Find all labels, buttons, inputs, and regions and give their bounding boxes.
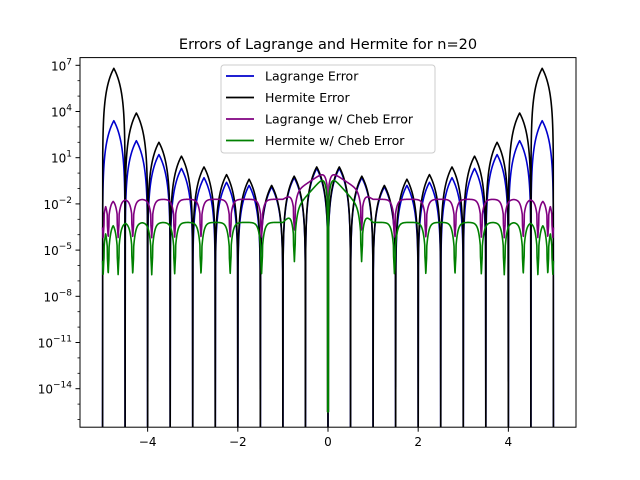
x-tick-label: −4 xyxy=(139,435,157,449)
y-tick-label: 10−14 xyxy=(38,381,73,397)
y-tick-label: 104 xyxy=(51,104,72,120)
chart-title: Errors of Lagrange and Hermite for n=20 xyxy=(179,37,477,53)
x-tick-label: 2 xyxy=(414,435,422,449)
legend-label: Hermite Error xyxy=(265,90,351,105)
y-tick-label: 101 xyxy=(51,150,72,166)
legend-box xyxy=(220,64,436,154)
x-tick-label: 0 xyxy=(324,435,332,449)
legend-label: Lagrange w/ Cheb Error xyxy=(265,112,414,127)
x-tick-label: 4 xyxy=(505,435,513,449)
y-tick-label: 10−5 xyxy=(43,242,72,258)
series-layer xyxy=(101,67,555,428)
y-axis: 107 104 101 10−2 10−5 10−8 10−11 10−14 xyxy=(38,57,80,420)
y-tick-label: 10−8 xyxy=(43,288,72,304)
legend-label: Hermite w/ Cheb Error xyxy=(265,133,405,148)
y-tick-label: 10−2 xyxy=(43,196,72,212)
y-tick-label: 107 xyxy=(51,57,72,73)
y-tick-label: 10−11 xyxy=(38,335,72,351)
legend: Lagrange Error Hermite Error Lagrange w/ C… xyxy=(220,64,436,154)
x-tick-label: −2 xyxy=(229,435,247,449)
series-line-2 xyxy=(101,67,555,428)
legend-label: Lagrange Error xyxy=(265,69,359,84)
x-axis: −4 −2 0 2 4 xyxy=(139,427,512,449)
series-line-4 xyxy=(101,179,555,413)
series-line-1 xyxy=(101,119,555,428)
